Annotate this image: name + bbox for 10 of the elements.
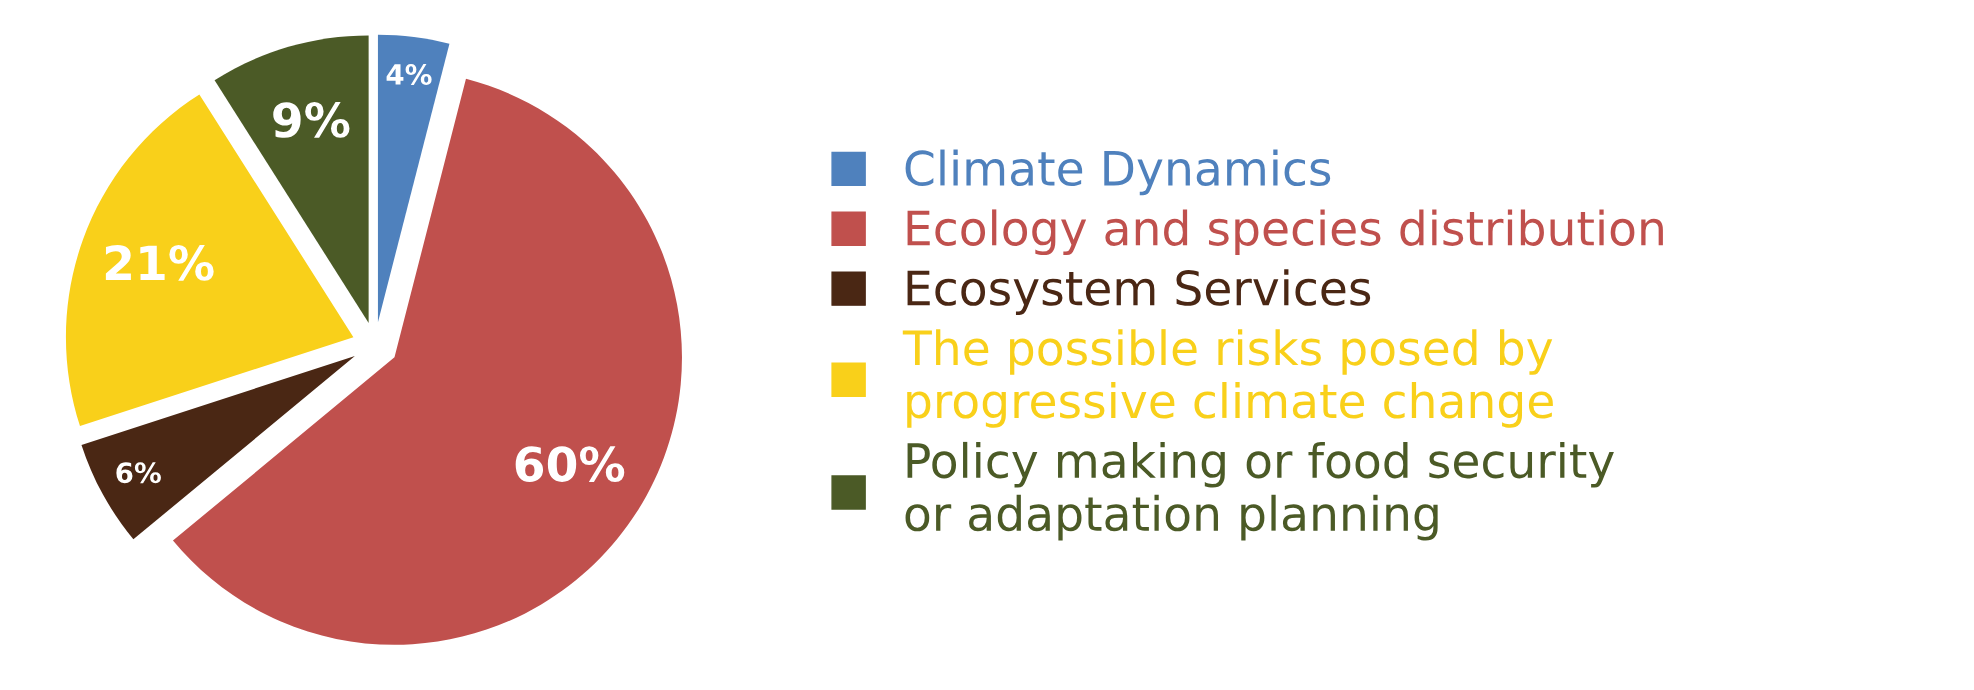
legend-label: Ecosystem Services (907, 269, 1371, 315)
data-label: 9% (273, 102, 350, 138)
data-label: 4% (386, 63, 432, 85)
data-label: 21% (105, 245, 214, 281)
legend-label: The possible risks posed by progressive climate change (902, 329, 1553, 428)
legend-label: Ecology and species distribution (907, 209, 1663, 256)
data-label: 6% (116, 462, 161, 484)
legend-label: Policy making or food security or adaptation planning (905, 441, 1614, 541)
data-label: 60% (515, 446, 625, 482)
legend-label: Climate Dynamics (905, 149, 1331, 196)
